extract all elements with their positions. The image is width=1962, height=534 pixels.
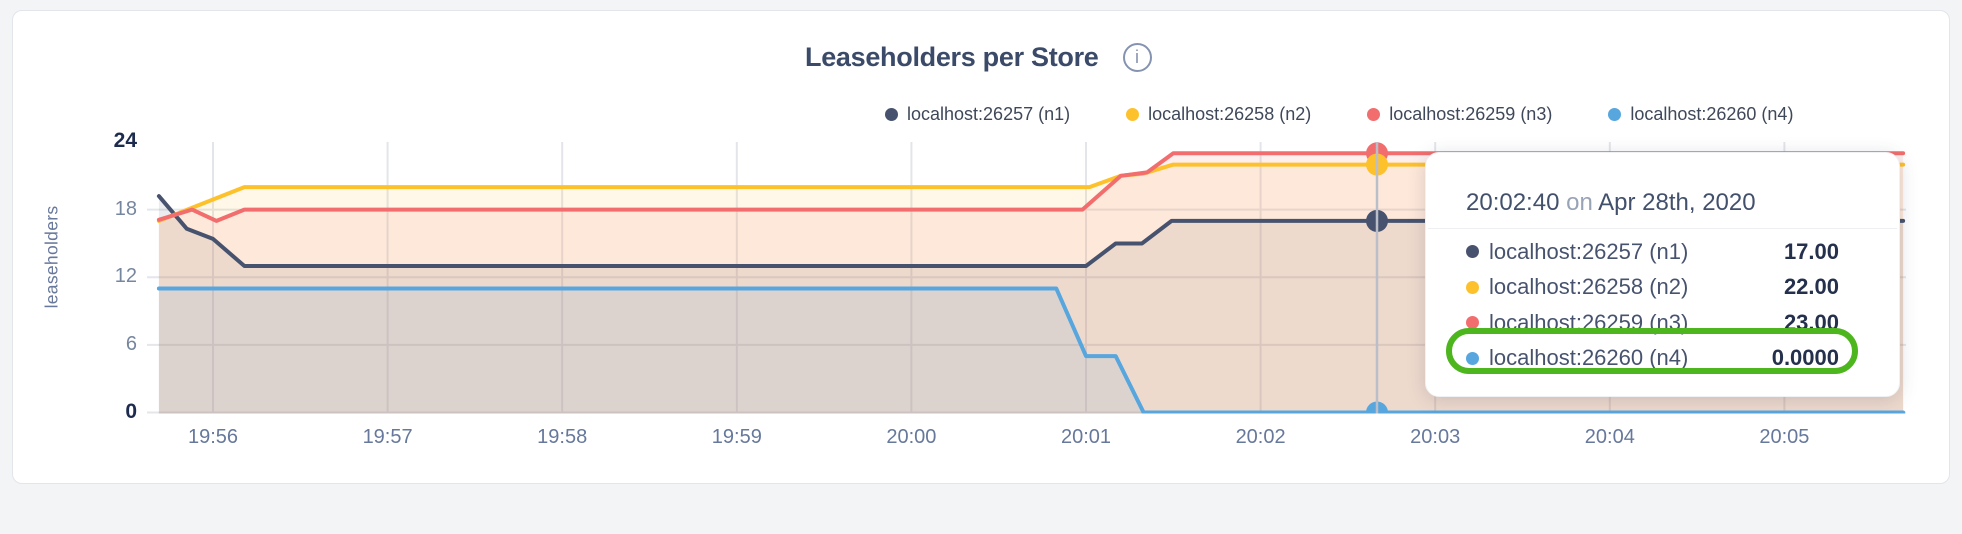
legend-dot-n1: [885, 108, 898, 121]
x-tick-20:05: 20:05: [1759, 426, 1810, 448]
chart-header: Leaseholders per Store i: [805, 42, 1152, 73]
tooltip-dot-n3: [1466, 316, 1479, 330]
y-tick-6: 6: [125, 332, 137, 355]
tooltip-row-n1: localhost:26257 (n1) 17.00: [1466, 234, 1839, 270]
legend-dot-n3: [1367, 108, 1381, 121]
info-icon[interactable]: i: [1122, 43, 1152, 72]
legend-dot-n2: [1126, 108, 1140, 121]
y-tick-12: 12: [114, 265, 137, 288]
tooltip-value-n3: 23.00: [1783, 309, 1839, 335]
tooltip-label-n2: localhost:26258 (n2): [1489, 274, 1689, 300]
x-tick-20:02: 20:02: [1235, 426, 1286, 448]
tooltip-dot-n1: [1466, 245, 1479, 259]
x-tick-19:59: 19:59: [711, 426, 762, 448]
hover-tooltip: 20:02:40 on Apr 28th, 2020 localhost:262…: [1425, 152, 1900, 397]
legend-label-n1: localhost:26257 (n1): [907, 104, 1071, 124]
x-tick-20:00: 20:00: [886, 426, 937, 448]
y-tick-24: 24: [113, 129, 137, 153]
tooltip-value-n4: 0.0000: [1771, 345, 1839, 371]
tooltip-rows: localhost:26257 (n1) 17.00 localhost:26258…: [1466, 234, 1839, 376]
legend-item-n4[interactable]: localhost:26260 (n4): [1608, 104, 1793, 125]
series-line-n4: [156, 286, 1906, 414]
x-tick-20:03: 20:03: [1410, 426, 1461, 448]
legend-label-n2: localhost:26258 (n2): [1148, 104, 1312, 124]
legend-label-n3: localhost:26259 (n3): [1389, 104, 1553, 124]
tooltip-divider: [1428, 228, 1897, 229]
x-tick-19:56: 19:56: [187, 426, 239, 448]
tooltip-time: 20:02:40: [1466, 189, 1560, 216]
tooltip-connector: on: [1566, 189, 1593, 216]
tooltip-title: 20:02:40 on Apr 28th, 2020: [1466, 189, 1859, 217]
series-line-n1: [156, 194, 1906, 268]
tooltip-label-n1: localhost:26257 (n1): [1489, 238, 1689, 264]
x-tick-19:57: 19:57: [362, 426, 413, 448]
chart-title: Leaseholders per Store: [805, 42, 1099, 72]
series-line-n3: [156, 151, 1906, 223]
x-tick-19:58: 19:58: [537, 426, 588, 448]
tooltip-row-n4: localhost:26260 (n4) 0.0000: [1466, 341, 1839, 377]
tooltip-dot-n2: [1466, 280, 1479, 294]
tooltip-label-n4: localhost:26260 (n4): [1489, 345, 1689, 371]
tooltip-row-n2: localhost:26258 (n2) 22.00: [1466, 270, 1839, 306]
legend-item-n3[interactable]: localhost:26259 (n3): [1367, 104, 1552, 125]
legend-item-n2[interactable]: localhost:26258 (n2): [1126, 104, 1311, 125]
legend-item-n1[interactable]: localhost:26257 (n1): [885, 104, 1070, 125]
y-tick-0: 0: [125, 399, 137, 423]
tooltip-date: Apr 28th, 2020: [1598, 189, 1756, 216]
legend-label-n4: localhost:26260 (n4): [1630, 104, 1794, 124]
tooltip-value-n1: 17.00: [1783, 238, 1839, 264]
tooltip-value-n2: 22.00: [1783, 274, 1839, 300]
y-tick-18: 18: [114, 197, 137, 220]
x-tick-20:01: 20:01: [1060, 426, 1112, 448]
tooltip-row-n3: localhost:26259 (n3) 23.00: [1466, 305, 1839, 341]
legend-dot-n4: [1608, 108, 1622, 121]
tooltip-label-n3: localhost:26259 (n3): [1489, 309, 1689, 335]
series-area-n4: [158, 288, 1904, 414]
tooltip-dot-n4: [1466, 351, 1479, 365]
legend: localhost:26257 (n1) localhost:26258 (n2)…: [885, 104, 1793, 125]
x-tick-20:04: 20:04: [1584, 426, 1635, 448]
